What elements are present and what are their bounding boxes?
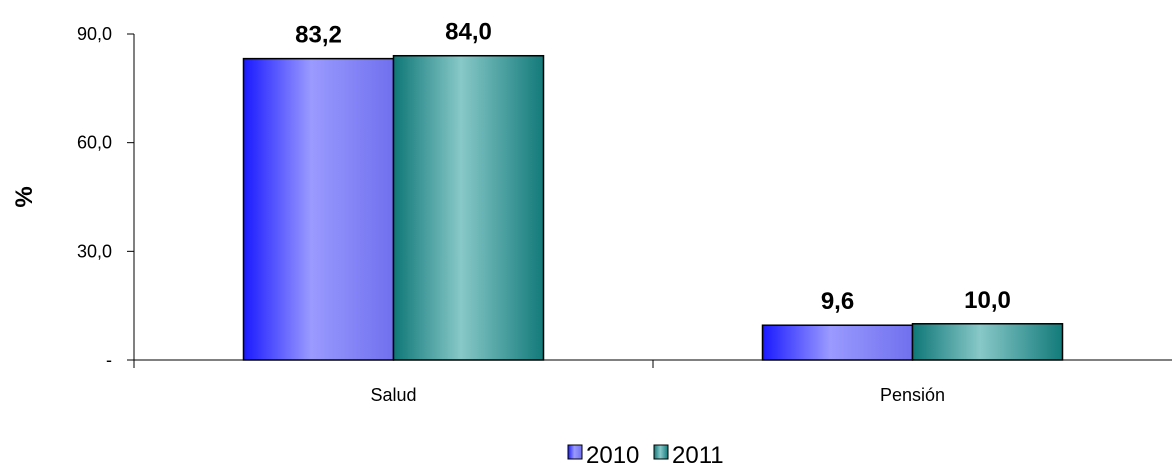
bar-2011-0 [392,54,545,361]
y-axis-title: % [11,186,38,207]
y-tick-label: - [106,350,112,370]
bar-2010-1 [761,324,914,361]
legend-swatch [567,444,583,460]
data-label: 84,0 [445,19,492,46]
y-tick-label: 30,0 [77,241,112,261]
bar-2011-1 [911,323,1064,361]
y-tick-label: 60,0 [77,133,112,153]
legend-swatch [653,444,669,460]
data-label: 83,2 [295,22,342,49]
data-label: 10,0 [964,287,1011,314]
legend-label: 2010 [586,442,639,469]
x-category-label: Pensión [880,385,945,405]
x-category-label: Salud [370,385,416,405]
legend-label: 2011 [672,442,724,469]
bar-2010-0 [242,57,395,361]
y-tick-label: 90,0 [77,24,112,44]
data-label: 9,6 [821,288,854,315]
